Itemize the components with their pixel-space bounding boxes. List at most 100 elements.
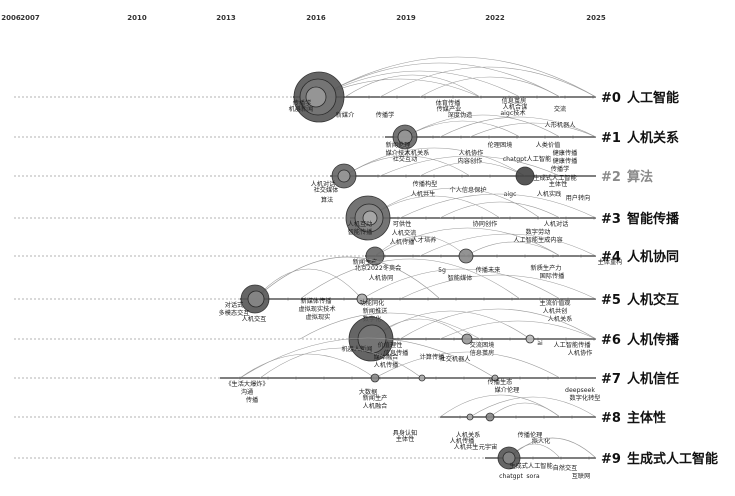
co-occurrence-arc [361, 268, 561, 300]
keyword-node [434, 376, 438, 380]
keyword-label: 价值理性 [378, 341, 403, 349]
keyword-node [480, 216, 484, 220]
keyword-node [531, 456, 535, 460]
keyword-label: 信息茧房 [470, 349, 495, 357]
keyword-label: deepseek [565, 387, 595, 394]
keyword-node [508, 337, 512, 341]
keyword-label: 生成式人工智能 [533, 174, 576, 182]
cluster-id: #1 [601, 131, 621, 146]
co-occurrence-arc [374, 235, 467, 257]
keyword-node [551, 254, 555, 258]
keyword-node [514, 415, 518, 419]
keyword-label: 智能传播 [348, 228, 374, 236]
keyword-node [432, 174, 436, 178]
keyword-burst-node [356, 293, 368, 305]
keyword-node [406, 376, 410, 380]
keyword-node [518, 376, 522, 380]
co-occurrence-arc [489, 402, 561, 418]
keyword-label: 人机互动 [348, 220, 373, 228]
keyword-label: 虚拟现实 [306, 313, 331, 321]
keyword-node [515, 135, 519, 139]
keyword-node [395, 95, 399, 99]
keyword-node [563, 95, 567, 99]
co-occurrence-arc [379, 155, 561, 177]
keyword-label: chatgpt人工智能 [503, 155, 552, 163]
keyword-node [542, 415, 546, 419]
keyword-node [482, 297, 486, 301]
keyword-label: 新闻生产 [353, 258, 378, 266]
keyword-label: 具身认知 [393, 429, 418, 437]
keyword-node [452, 337, 456, 341]
cluster-id: #6 [601, 333, 621, 348]
keyword-label: 数字化转型 [570, 394, 601, 402]
keyword-label: 用户转向 [566, 194, 591, 202]
co-occurrence-arc [254, 256, 441, 300]
keyword-label: 健康传播 [553, 157, 579, 165]
co-occurrence-arc [465, 241, 561, 257]
keyword-burst-node [466, 413, 474, 421]
co-occurrence-arc [419, 161, 526, 177]
keyword-node [314, 297, 318, 301]
keyword-label: 人机关系 [405, 149, 430, 157]
keyword-label: 主流价值观 [540, 299, 571, 307]
keyword-node [350, 376, 354, 380]
keyword-label: 国际传播 [540, 272, 566, 280]
keyword-node [439, 254, 443, 258]
keyword-node [423, 95, 427, 99]
keyword-node [396, 216, 400, 220]
cluster-name: 人机关系 [627, 130, 679, 146]
keyword-burst-node [515, 166, 535, 186]
keyword-label: 主体重构 [598, 258, 623, 266]
cluster-name: 主体性 [627, 410, 666, 426]
keyword-node [431, 135, 435, 139]
keyword-label: 人机合谋 [503, 103, 528, 111]
keyword-node [592, 337, 596, 341]
keyword-node [587, 456, 591, 460]
co-occurrence-arc [259, 347, 423, 379]
keyword-burst-node [365, 246, 385, 266]
keyword-node [488, 174, 492, 178]
keyword-label: ai [537, 340, 543, 347]
co-occurrence-arc [404, 114, 561, 138]
keyword-label: 个人信息保护 [449, 186, 486, 194]
keyword-burst-node [247, 290, 265, 308]
cluster-name: 人机协同 [627, 249, 679, 265]
keyword-burst-node [337, 169, 351, 183]
keyword-label: 传播学 [376, 111, 395, 119]
keyword-node [342, 297, 346, 301]
keyword-label: 媒介伦理 [495, 386, 520, 394]
keyword-node [487, 135, 491, 139]
keyword-label: 传播构型 [413, 180, 438, 188]
co-occurrence-arc [318, 70, 521, 98]
keyword-label: 协同创作 [473, 220, 498, 228]
keyword-node [544, 174, 548, 178]
keyword-label: 人机关系 [456, 431, 481, 439]
keyword-node [370, 297, 374, 301]
keyword-label: 人机传播 [450, 437, 476, 445]
keyword-label: 新媒介 [336, 111, 355, 119]
keyword-burst-node [370, 373, 380, 383]
keyword-burst-node [362, 210, 378, 226]
keyword-label: 内容创作 [458, 157, 483, 165]
keyword-label: 人机交互 [242, 315, 267, 323]
keyword-label: 传播学 [551, 165, 570, 173]
cluster-name: 算法 [627, 169, 653, 185]
keyword-label: 社交互动 [393, 155, 418, 163]
keyword-label: 传播 [246, 396, 259, 404]
keyword-label: 人工智能传播 [553, 341, 591, 349]
keyword-node [507, 95, 511, 99]
co-occurrence-arc [439, 116, 597, 138]
keyword-node [510, 297, 514, 301]
co-occurrence-arc [239, 337, 496, 379]
co-occurrence-arc [374, 227, 561, 257]
cluster-id: #7 [601, 372, 621, 387]
keyword-label: 人机融合 [363, 402, 388, 410]
keyword-label: aigc技术 [500, 109, 525, 117]
keyword-label: 自然交互 [553, 464, 578, 472]
keyword-burst-node [458, 248, 474, 264]
keyword-burst-node [305, 86, 327, 108]
cluster-3: 人机互动智能传播可供性人机交流人机传播人才培养协同创作数字劳动人机对话人工智能生… [14, 187, 680, 246]
keyword-label: 深度伪造 [448, 111, 473, 119]
keyword-node [376, 174, 380, 178]
